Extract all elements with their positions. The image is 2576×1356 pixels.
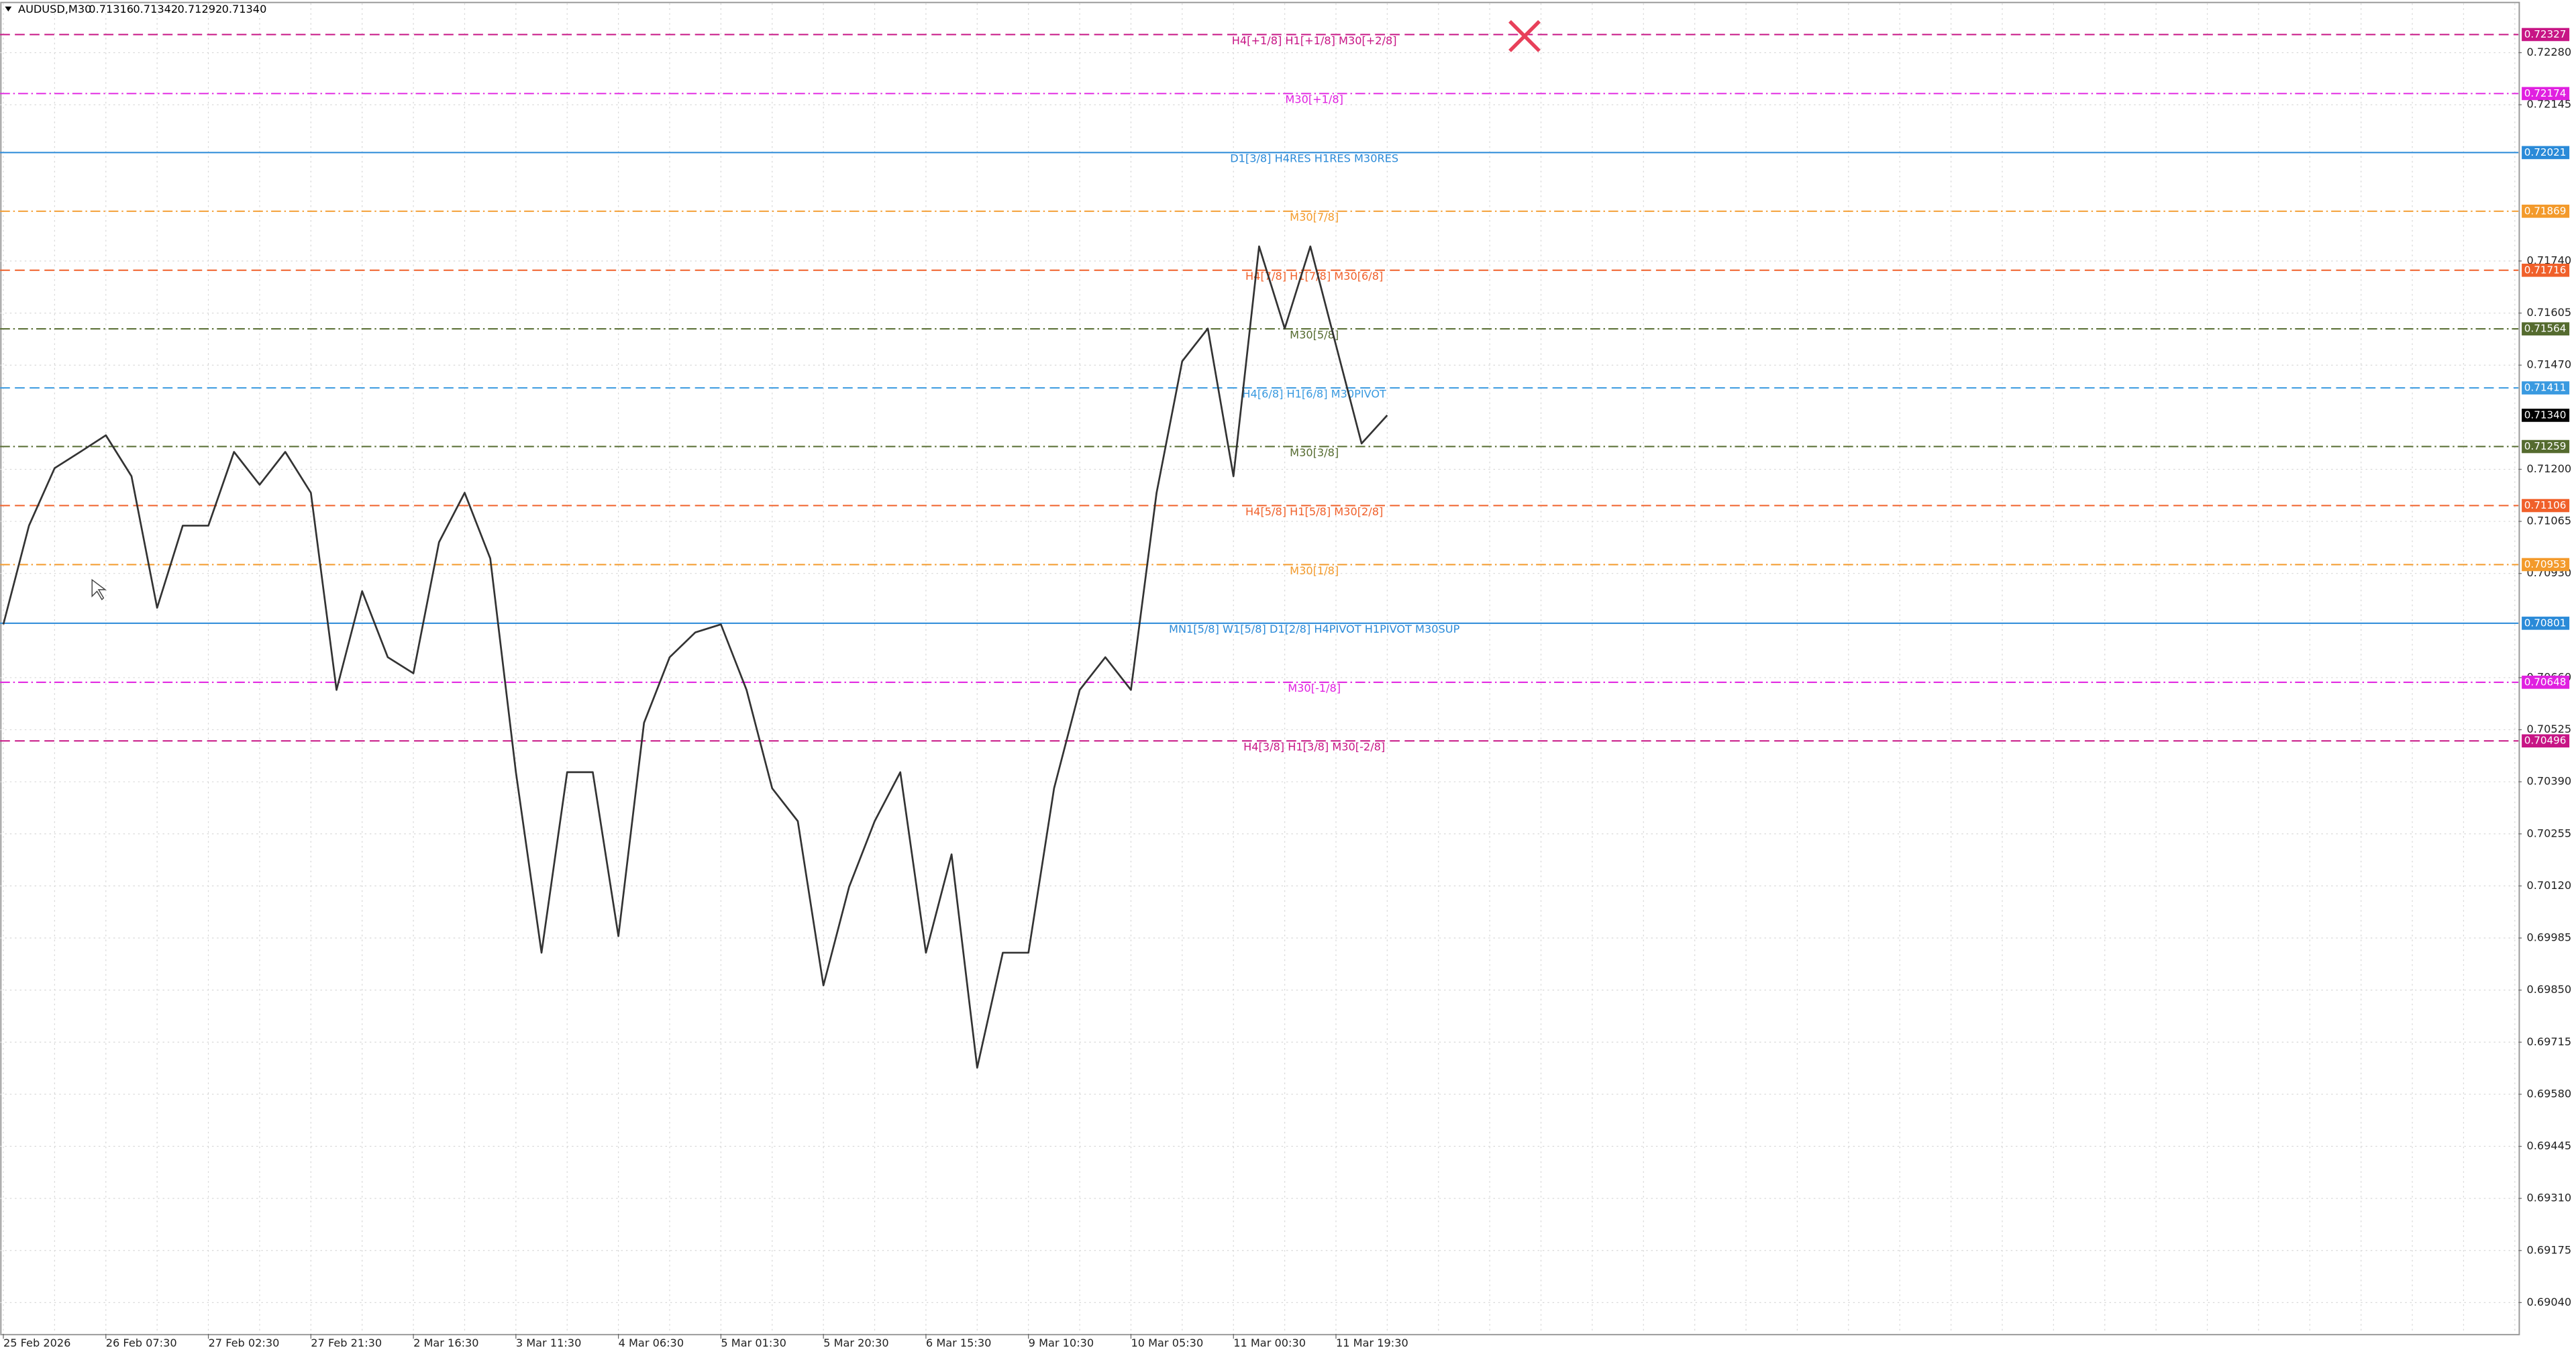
time-tick-label: 5 Mar 20:30 — [823, 1337, 888, 1349]
level-price-box — [2522, 617, 2570, 630]
level-text: H4[5/8] H1[5/8] M30[2/8] — [1245, 505, 1383, 518]
level-price-label: 0.71259 — [2524, 440, 2567, 452]
level-price-box — [2522, 734, 2570, 748]
time-tick-label: 2 Mar 16:30 — [413, 1337, 479, 1349]
price-line — [2, 245, 1388, 1069]
levels: H4[+1/8] H1[+1/8] M30[+2/8] M30[+1/8] D1[3… — [0, 34, 2519, 753]
level-price-label: 0.70953 — [2524, 558, 2567, 570]
level-price-label: 0.71716 — [2524, 264, 2567, 276]
price-tick-label: 0.69850 — [2526, 983, 2571, 996]
price-tick-label: 0.69310 — [2526, 1192, 2571, 1204]
level-price-box — [2522, 439, 2570, 454]
grid — [0, 3, 2519, 1334]
price-tick-label: 0.71200 — [2526, 462, 2571, 475]
time-tick-label: 11 Mar 19:30 — [1336, 1337, 1408, 1349]
time-tick-label: 10 Mar 05:30 — [1131, 1337, 1203, 1349]
price-series-layer — [2, 245, 1388, 1069]
level-price-label: 0.72327 — [2524, 28, 2567, 40]
level-price-box — [2522, 87, 2570, 101]
level-price-label: 0.71106 — [2524, 499, 2567, 511]
level-text: M30[5/8] — [1290, 328, 1339, 341]
price-tick-label: 0.70525 — [2526, 723, 2571, 735]
level-text: H4[3/8] H1[3/8] M30[-2/8] — [1243, 741, 1385, 753]
level-price-box — [2522, 676, 2570, 689]
level-price-label: 0.72021 — [2524, 146, 2567, 158]
level-price-box — [2522, 146, 2570, 160]
level-text: M30[7/8] — [1290, 211, 1339, 223]
price-tick-label: 0.72280 — [2526, 46, 2571, 58]
price-tick-label: 0.69580 — [2526, 1087, 2571, 1100]
close-marker[interactable] — [1508, 19, 1541, 52]
price-tick-label: 0.71605 — [2526, 306, 2571, 319]
price-tick-label: 0.69445 — [2526, 1139, 2571, 1152]
price-tick-label: 0.71470 — [2526, 358, 2571, 371]
price-tick-label: 0.69175 — [2526, 1243, 2571, 1256]
level-price-label: 0.71411 — [2524, 382, 2567, 394]
level-price-box — [2522, 322, 2570, 335]
high: 0.71342 — [133, 3, 178, 15]
level-price-box — [2522, 28, 2570, 42]
level-price-label: 0.72174 — [2524, 87, 2567, 99]
price-tick-label: 0.69985 — [2526, 931, 2571, 944]
price-tick-label: 0.71740 — [2526, 254, 2571, 266]
level-price-label: 0.70648 — [2524, 676, 2567, 688]
time-tick-label: 9 Mar 10:30 — [1029, 1337, 1094, 1349]
level-price-box — [2522, 205, 2570, 218]
time-tick-label: 5 Mar 01:30 — [721, 1337, 786, 1349]
level-text: H4[6/8] H1[6/8] M30PIVOT — [1242, 387, 1386, 400]
level-price-box — [2522, 499, 2570, 513]
price-tick-label: 0.72145 — [2526, 98, 2571, 111]
plot-frame — [0, 1, 2520, 1336]
level-text: M30[-1/8] — [1288, 682, 1341, 694]
current-price-box — [2522, 409, 2570, 422]
level-price-label: 0.71564 — [2524, 323, 2567, 335]
open: 0.71316 — [89, 3, 134, 15]
time-tick-label: 11 Mar 00:30 — [1233, 1337, 1306, 1349]
level-text: H4[7/8] H1[7/8] M30[6/8] — [1245, 270, 1383, 282]
level-price-box — [2522, 381, 2570, 395]
level-text: M30[+1/8] — [1285, 93, 1343, 106]
level-price-label: 0.70496 — [2524, 735, 2567, 747]
level-price-box — [2522, 558, 2570, 572]
time-tick-label: 3 Mar 11:30 — [516, 1337, 582, 1349]
price-tick-label: 0.69715 — [2526, 1035, 2571, 1048]
price-tick-label: 0.70120 — [2526, 879, 2571, 892]
level-text: MN1[5/8] W1[5/8] D1[2/8] H4PIVOT H1PIVOT… — [1169, 623, 1460, 635]
price-tick-label: 0.70255 — [2526, 827, 2571, 839]
low: 0.71292 — [178, 3, 223, 15]
time-tick-label: 6 Mar 15:30 — [926, 1337, 992, 1349]
menu-triangle[interactable] — [5, 6, 12, 12]
axes: 0.72280 0.72145 0.71740 0.71605 0.71470 0.712… — [3, 28, 2571, 1349]
level-text: M30[1/8] — [1290, 564, 1339, 577]
time-tick-label: 26 Feb 07:30 — [106, 1337, 177, 1349]
mouse-cursor — [91, 578, 107, 601]
level-text: H4[+1/8] H1[+1/8] M30[+2/8] — [1232, 34, 1397, 47]
price-tick-label: 0.69040 — [2526, 1296, 2571, 1308]
close: 0.71340 — [222, 3, 267, 15]
price-tick-label: 0.71065 — [2526, 515, 2571, 527]
time-tick-label: 27 Feb 02:30 — [209, 1337, 280, 1349]
price-tick-label: 0.70390 — [2526, 775, 2571, 788]
time-tick-label: 25 Feb 2026 — [3, 1337, 70, 1349]
level-text: M30[3/8] — [1290, 446, 1339, 459]
level-price-label: 0.71869 — [2524, 205, 2567, 217]
level-price-label: 0.70801 — [2524, 617, 2567, 629]
current-price-label: 0.71340 — [2524, 409, 2567, 421]
time-tick-label: 4 Mar 06:30 — [619, 1337, 684, 1349]
symbol: AUDUSD,M30 — [18, 3, 91, 15]
time-tick-label: 27 Feb 21:30 — [311, 1337, 382, 1349]
level-text: D1[3/8] H4RES H1RES M30RES — [1230, 152, 1398, 165]
level-price-box — [2522, 263, 2570, 277]
